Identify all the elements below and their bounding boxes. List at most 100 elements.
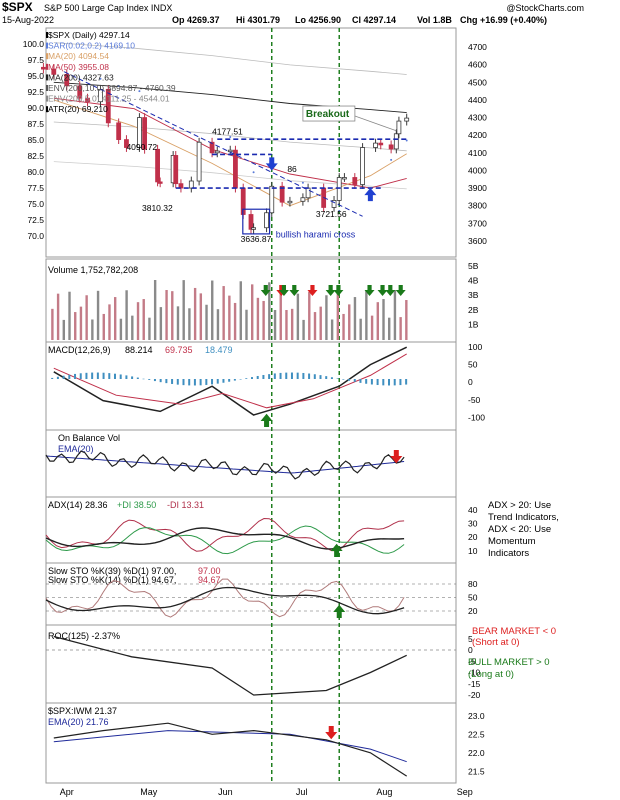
price-candle	[51, 68, 57, 75]
macd-histogram-bar	[159, 379, 162, 383]
price-candle	[251, 227, 256, 230]
volume-bar	[165, 290, 168, 340]
volume-bar	[342, 313, 345, 340]
price-annotation-p4177: 4177.51	[212, 126, 243, 136]
ratio-panel-frame	[45, 702, 457, 784]
macd-histogram-bar	[376, 379, 379, 386]
sar-dot	[172, 127, 175, 130]
month-label-apr: Apr	[60, 787, 74, 797]
price-left-tick: 95.0	[27, 71, 44, 81]
volume-bar	[285, 309, 288, 340]
volume-bar	[268, 282, 271, 340]
volume-bar	[330, 319, 334, 340]
macd-histogram-bar	[382, 379, 385, 386]
price-candle	[85, 97, 90, 103]
volume-arrow	[260, 285, 271, 296]
macd-histogram-bar	[171, 379, 174, 384]
volume-bar	[153, 280, 157, 340]
adx-label: ADX(14) 28.36	[48, 500, 108, 510]
sar-dot	[301, 181, 304, 184]
price-candle	[41, 66, 46, 70]
breakout-label: Breakout	[306, 109, 350, 120]
sar-dot	[338, 209, 341, 212]
sto-label-2-red: 94.67	[198, 575, 221, 585]
macd-histogram-bar	[342, 379, 345, 380]
volume-tick: 1B	[468, 319, 479, 329]
macd-histogram-bar	[211, 379, 214, 385]
macd-histogram-bar	[359, 379, 362, 383]
roc-bear-note: BEAR MARKET < 0	[472, 626, 556, 637]
price-candle	[404, 117, 410, 122]
volume-bar	[176, 306, 180, 340]
macd-histogram-bar	[62, 375, 65, 379]
roc-line	[53, 635, 407, 696]
macd-histogram-bar	[399, 379, 402, 386]
price-legend-swatch	[46, 32, 48, 38]
sto-label-2: Slow STO %K(14) %D(1) 94.67,	[48, 575, 176, 585]
volume-bar	[279, 292, 282, 340]
macd-tick: 0	[468, 377, 473, 387]
sar-dot	[405, 139, 408, 142]
macd-green-arrow	[260, 413, 273, 427]
volume-bar	[228, 295, 231, 340]
adx-note-line: ADX > 20: Use	[488, 500, 551, 511]
harami-label: bullish harami cross	[276, 229, 356, 239]
macd-histogram-bar	[233, 379, 236, 381]
price-left-tick: 70.0	[27, 231, 44, 241]
macd-histogram-bar	[370, 379, 373, 385]
adx-line	[45, 527, 405, 550]
price-candle	[214, 150, 220, 154]
price-left-tick: 72.5	[27, 215, 44, 225]
price-candle	[64, 73, 70, 87]
obv-red-arrow	[390, 450, 403, 464]
volume-bar	[399, 317, 402, 340]
volume-bar	[376, 302, 379, 340]
volume-bar	[216, 309, 220, 340]
volume-bar	[262, 300, 265, 340]
roc-tick: -5	[468, 656, 476, 666]
volume-bar	[102, 313, 105, 340]
macd-histogram-bar	[348, 379, 351, 381]
roc-bear-note: (Short at 0)	[472, 637, 520, 648]
price-right-tick: 4200	[468, 130, 487, 140]
macd-histogram-bar	[142, 378, 145, 380]
volume-bar	[233, 302, 237, 340]
price-left-tick: 90.0	[27, 103, 44, 113]
price-left-tick: 82.5	[27, 151, 44, 161]
volume-bar	[336, 290, 340, 340]
harami-box	[242, 208, 271, 235]
adx-note-line: Momentum	[488, 536, 536, 547]
volume-bar	[113, 297, 117, 340]
price-legend-swatch	[46, 106, 48, 113]
ratio-red-arrow	[325, 726, 338, 740]
price-candle	[352, 177, 358, 185]
ma50-line	[53, 97, 407, 189]
macd-histogram-bar	[56, 376, 59, 379]
volume-bar	[405, 300, 408, 340]
roc-tick: -10	[468, 668, 481, 678]
price-left-tick: 87.5	[27, 119, 44, 129]
price-candle	[77, 85, 83, 99]
price-candle	[336, 177, 342, 201]
price-legend-swatch	[46, 53, 48, 60]
volume-arrow	[325, 285, 336, 296]
macd-histogram-bar	[205, 379, 208, 385]
downtrend-line	[63, 71, 363, 217]
volume-bar	[251, 284, 254, 340]
macd-histogram-bar	[393, 379, 396, 386]
sar-dot	[252, 171, 255, 174]
macd-histogram-bar	[268, 374, 271, 379]
macd-histogram-bar	[256, 375, 259, 379]
macd-histogram-bar	[239, 379, 242, 380]
sto-39-line	[45, 586, 405, 615]
price-right-tick: 4400	[468, 95, 487, 105]
price-candle	[248, 214, 254, 230]
volume-bar	[302, 319, 305, 340]
macd-histogram-bar	[153, 379, 156, 382]
macd-histogram-bar	[102, 372, 105, 379]
sar-dot	[117, 84, 120, 87]
macd-histogram-bar	[296, 372, 299, 379]
volume-arrow	[278, 285, 289, 296]
macd-histogram-bar	[188, 379, 191, 386]
macd-histogram-bar	[336, 378, 339, 379]
